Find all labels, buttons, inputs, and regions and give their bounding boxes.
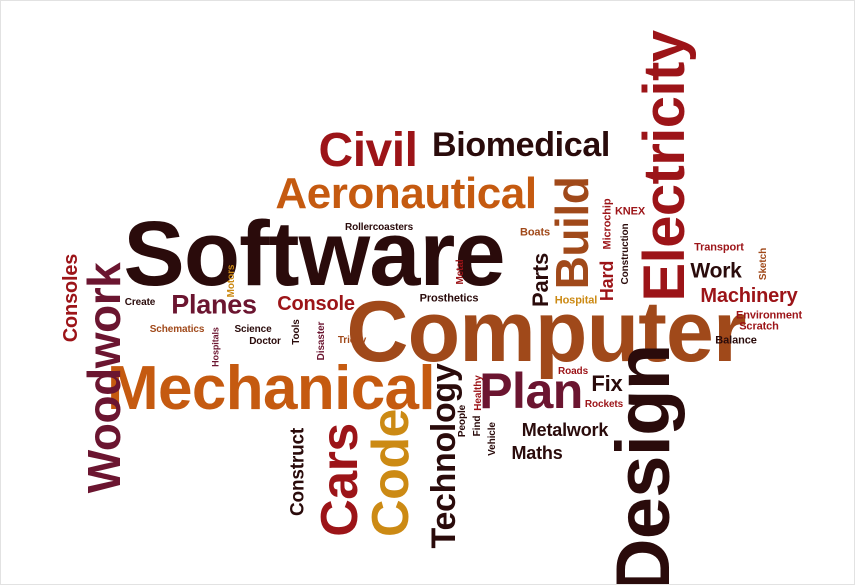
word-machinery: Machinery bbox=[700, 285, 798, 307]
word-sketch: Sketch bbox=[758, 247, 769, 281]
word-civil: Civil bbox=[318, 124, 418, 177]
word-metalwork: Metalwork bbox=[521, 420, 609, 440]
word-tricky: Tricky bbox=[337, 335, 367, 346]
word-disaster: Disaster bbox=[316, 321, 327, 361]
word-plan: Plan bbox=[479, 363, 583, 419]
word-computer: Computer bbox=[346, 284, 746, 380]
word-maths: Maths bbox=[511, 443, 563, 463]
word-aeronautical: Aeronautical bbox=[275, 169, 537, 218]
word-metal: Metal bbox=[455, 259, 466, 285]
word-prosthetics: Prosthetics bbox=[419, 292, 479, 305]
word-woodwork: Woodwork bbox=[78, 262, 130, 494]
word-schematics: Schematics bbox=[149, 324, 205, 335]
word-build: Build bbox=[546, 176, 598, 290]
word-consoles: Consoles bbox=[60, 253, 82, 343]
word-boats: Boats bbox=[519, 226, 551, 239]
word-rollercoasters: Rollercoasters bbox=[344, 222, 414, 233]
word-transport: Transport bbox=[694, 241, 744, 254]
word-construct: Construct bbox=[287, 427, 309, 517]
word-rockets: Rockets bbox=[584, 399, 624, 410]
word-hard: Hard bbox=[597, 260, 617, 302]
word-console: Console bbox=[277, 293, 355, 315]
word-knex: KNEX bbox=[614, 205, 646, 218]
word-microchip: Microchip bbox=[601, 198, 614, 250]
word-vehicle: Vehicle bbox=[487, 422, 498, 456]
word-code: Code bbox=[362, 409, 420, 537]
word-create: Create bbox=[124, 297, 156, 308]
word-find: Find bbox=[472, 415, 483, 437]
word-parts: Parts bbox=[528, 253, 553, 307]
word-work: Work bbox=[690, 259, 742, 283]
word-environment: Environment bbox=[735, 309, 803, 322]
word-motors: Motors bbox=[226, 264, 237, 298]
word-cars: Cars bbox=[311, 423, 369, 537]
word-construction: Construction bbox=[620, 223, 631, 285]
word-balance: Balance bbox=[715, 334, 757, 347]
word-people: People bbox=[457, 404, 468, 438]
word-roads: Roads bbox=[557, 366, 589, 377]
word-doctor: Doctor bbox=[249, 336, 281, 347]
word-biomedical: Biomedical bbox=[432, 126, 610, 164]
word-hospitals: Hospitals bbox=[210, 327, 221, 367]
word-mechanical: Mechanical bbox=[106, 354, 436, 423]
word-tools: Tools bbox=[291, 319, 302, 345]
word-healthy: Healthy bbox=[473, 375, 484, 411]
word-scratch: Scratch bbox=[739, 320, 779, 333]
word-software: Software bbox=[123, 203, 505, 305]
word-technology: Technology bbox=[425, 363, 463, 549]
word-hospital: Hospital bbox=[554, 294, 598, 307]
word-planes: Planes bbox=[171, 289, 257, 320]
word-electricity: Electricity bbox=[632, 30, 697, 302]
word-science: Science bbox=[234, 324, 272, 335]
word-fix: Fix bbox=[591, 371, 623, 396]
